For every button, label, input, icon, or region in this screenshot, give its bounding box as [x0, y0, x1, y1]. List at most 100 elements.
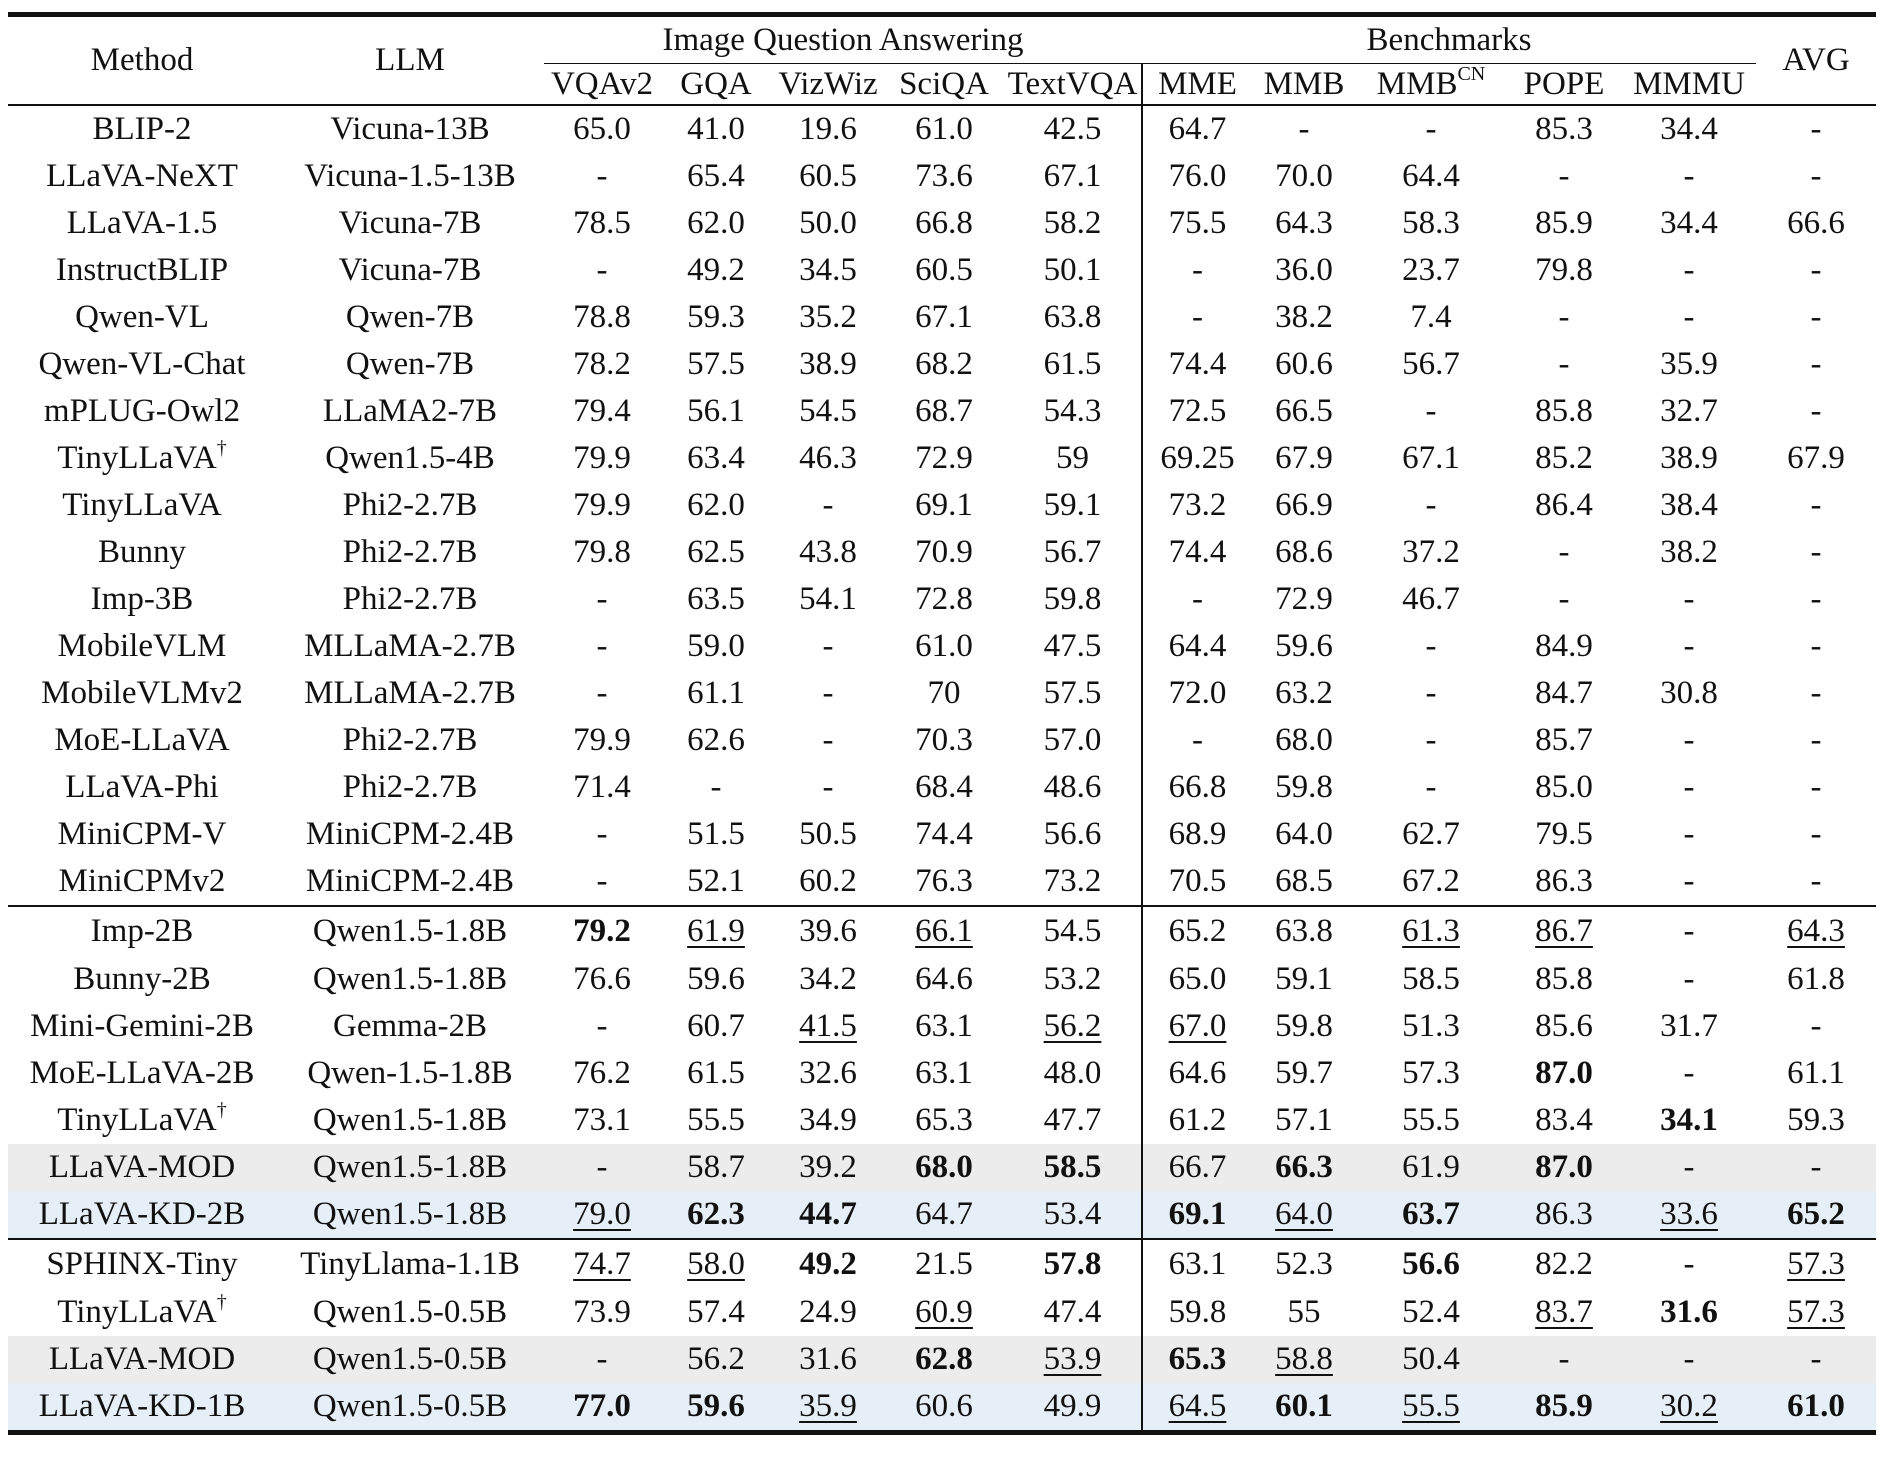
cell-score: 47.7 — [1004, 1097, 1142, 1144]
cell-score: 65.0 — [544, 105, 660, 153]
table-row: Mini-Gemini-2B Gemma-2B - 60.7 41.5 63.1 56.2 6… — [8, 1003, 1876, 1050]
score-value: 59.6 — [687, 961, 745, 997]
score-value: - — [1425, 393, 1437, 429]
cell-score: 56.7 — [1004, 529, 1142, 576]
score-value: - — [1425, 487, 1437, 523]
score-value: - — [1192, 722, 1204, 758]
cell-score: 38.9 — [1622, 435, 1756, 482]
score-value: 41.0 — [687, 111, 745, 147]
score-value: - — [1558, 299, 1570, 335]
cell-score: 86.4 — [1506, 482, 1622, 529]
cell-llm: Qwen1.5-1.8B — [312, 1102, 508, 1138]
score-value: 64.6 — [915, 961, 973, 997]
method-name: LLaVA-KD-1B — [38, 1388, 246, 1424]
cell-score: 76.3 — [884, 858, 1004, 906]
cell-score: 55.5 — [1356, 1383, 1507, 1435]
cell-score: 65.4 — [660, 153, 772, 200]
cell-score: 64.6 — [884, 956, 1004, 1003]
score-value: 38.9 — [799, 346, 857, 382]
score-value: - — [1192, 252, 1204, 288]
score-value: 64.5 — [1168, 1388, 1227, 1424]
score-value: 59.8 — [1275, 1008, 1333, 1044]
cell-score: 63.4 — [660, 435, 772, 482]
cell-score: 54.5 — [1004, 905, 1143, 956]
cell-score: - — [1756, 1336, 1877, 1383]
table-row: TinyLLaVA† Qwen1.5-1.8B 73.1 55.5 34.9 65.3 47… — [8, 1097, 1876, 1144]
cell-score: - — [1506, 529, 1622, 576]
cell-llm: MiniCPM-2.4B — [305, 816, 515, 852]
cell-score: 62.0 — [660, 200, 772, 247]
cell-score: 61.5 — [660, 1050, 772, 1097]
table-row: InstructBLIP Vicuna-7B - 49.2 34.5 60.5 50.1 - 3… — [8, 247, 1876, 294]
score-value: 61.9 — [687, 913, 745, 949]
cell-score: 64.5 — [1141, 1383, 1253, 1435]
cell-score: 35.9 — [1622, 341, 1756, 388]
cell-score: 62.3 — [660, 1191, 772, 1239]
cell-score: 59.8 — [1252, 764, 1356, 811]
header-avg: AVG — [1756, 12, 1877, 106]
cell-llm: Phi2-2.7B — [342, 581, 478, 617]
cell-score: 79.8 — [1506, 247, 1622, 294]
cell-score: 65.2 — [1756, 1191, 1877, 1239]
table-row: SPHINX-Tiny TinyLlama-1.1B 74.7 58.0 49.2 21.… — [8, 1238, 1877, 1289]
cell-method: TinyLLaVA — [8, 482, 276, 529]
score-value: 62.3 — [687, 1196, 745, 1232]
cell-score: 74.4 — [1141, 529, 1253, 576]
table-section-2b-models: Imp-2B Qwen1.5-1.8B 79.2 61.9 39.6 66.1 54.5 65… — [8, 905, 1877, 1239]
cell-score: 85.3 — [1506, 105, 1622, 153]
score-value: 48.6 — [1043, 769, 1102, 805]
score-value: 76.6 — [573, 961, 631, 997]
cell-score: 56.2 — [660, 1336, 772, 1383]
cell-method: TinyLLaVA† — [8, 1289, 276, 1336]
score-value: 38.2 — [1275, 299, 1333, 335]
table-header: Method LLM Image Question Answering Benc… — [8, 12, 1877, 106]
score-value: 64.6 — [1168, 1055, 1227, 1091]
cell-score: 85.8 — [1506, 388, 1622, 435]
method-name: TinyLLaVA — [57, 1102, 217, 1138]
score-value: 55.5 — [1402, 1388, 1460, 1424]
score-value: 59.7 — [1275, 1055, 1333, 1091]
cell-score: 57.4 — [660, 1289, 772, 1336]
score-value: 65.0 — [1168, 961, 1227, 997]
score-value: 86.4 — [1535, 487, 1593, 523]
score-value: - — [1425, 111, 1437, 147]
score-value: 72.8 — [915, 581, 973, 617]
cell-score: 51.3 — [1356, 1003, 1506, 1050]
method-name: mPLUG-Owl2 — [43, 393, 241, 429]
score-value: 59.8 — [1275, 769, 1333, 805]
score-value: 66.9 — [1275, 487, 1333, 523]
score-value: - — [596, 158, 608, 194]
cell-score: - — [544, 1336, 660, 1383]
method-name: LLaVA-Phi — [65, 769, 219, 805]
cell-score: - — [772, 670, 884, 717]
cell-score: 62.5 — [660, 529, 772, 576]
cell-score: 85.2 — [1506, 435, 1622, 482]
cell-score: - — [544, 670, 660, 717]
cell-score: - — [1356, 623, 1506, 670]
cell-score: - — [1622, 956, 1756, 1003]
score-value: 63.1 — [915, 1055, 973, 1091]
cell-score: - — [1756, 529, 1876, 576]
score-value: - — [1810, 534, 1822, 570]
score-value: 59.6 — [687, 1388, 745, 1424]
method-name: TinyLLaVA — [57, 1294, 217, 1330]
cell-score: 75.5 — [1141, 200, 1253, 247]
cell-score: 38.2 — [1252, 294, 1356, 341]
cell-score: 86.3 — [1506, 858, 1622, 906]
score-value: - — [1810, 111, 1822, 147]
cell-method: Mini-Gemini-2B — [8, 1003, 276, 1050]
cell-score: 55 — [1252, 1289, 1356, 1336]
cell-score: 68.7 — [884, 388, 1004, 435]
score-value: - — [1810, 1341, 1822, 1377]
cell-llm: LLaMA2-7B — [322, 393, 498, 429]
cell-score: 66.8 — [884, 200, 1004, 247]
score-value: - — [1683, 299, 1695, 335]
cell-score: 63.8 — [1004, 294, 1142, 341]
score-value: 79.0 — [573, 1196, 631, 1232]
table-row: Bunny Phi2-2.7B 79.8 62.5 43.8 70.9 56.7 74.4 68… — [8, 529, 1876, 576]
cell-score: 57.3 — [1356, 1050, 1506, 1097]
score-value: 68.2 — [915, 346, 973, 382]
method-name: Qwen-VL-Chat — [38, 346, 246, 382]
score-value: 58.8 — [1275, 1341, 1333, 1377]
cell-score: - — [1506, 341, 1622, 388]
